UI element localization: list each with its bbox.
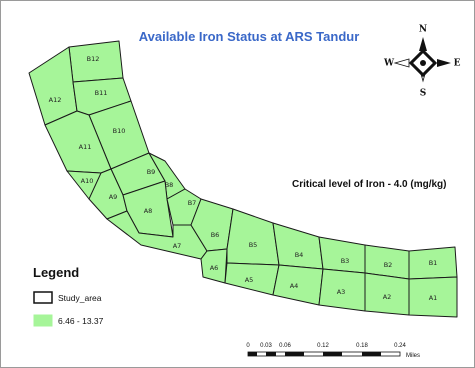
plot-label: A12	[49, 96, 62, 104]
plot-b3[interactable]	[318, 236, 366, 274]
plot-label: B12	[87, 55, 100, 63]
plot-label: A10	[81, 177, 94, 185]
compass-west-label: W	[383, 59, 395, 69]
plot-label: A8	[144, 207, 153, 215]
legend-swatch-study-area	[33, 291, 53, 304]
legend-label-study-area: Study_area	[58, 293, 102, 303]
plot-label: B3	[341, 257, 350, 265]
plot-label: A3	[337, 288, 346, 296]
plot-label: A4	[290, 282, 299, 290]
plot-label: B8	[165, 181, 174, 189]
scale-tick-label: 0	[246, 343, 250, 349]
study-area-plots	[28, 40, 458, 318]
plot-label: B1	[429, 259, 438, 267]
plot-label: B6	[211, 231, 220, 239]
plot-label: B4	[295, 251, 304, 259]
plot-a1[interactable]	[408, 276, 458, 318]
plot-a7[interactable]	[106, 210, 208, 260]
plot-label: A5	[245, 276, 254, 284]
plot-label: A2	[383, 293, 392, 301]
scale-tick-label: 0.03	[260, 343, 272, 349]
plot-label: A1	[429, 294, 438, 302]
plot-label: B5	[249, 241, 258, 249]
plot-label: B7	[188, 199, 197, 207]
plot-label: A9	[109, 193, 118, 201]
compass-east-label: E	[454, 59, 461, 69]
scale-tick-label: 0.18	[356, 343, 368, 349]
plot-b5[interactable]	[226, 208, 280, 266]
scale-tick-label: 0.12	[317, 343, 329, 349]
plot-b4[interactable]	[272, 222, 324, 270]
plot-label: B11	[95, 89, 108, 97]
plot-label: B10	[113, 127, 126, 135]
plot-a6[interactable]	[200, 248, 228, 284]
critical-level-note: Critical level of Iron - 4.0 (mg/kg)	[292, 179, 446, 190]
compass-north-label: N	[419, 25, 427, 35]
legend-swatch-iron-range	[33, 314, 53, 327]
legend: Legend Study_area 6.46 - 13.37	[33, 265, 104, 327]
plot-labels: B12 A12 B11 B10 A11 A10 B9 A9 B8 A8 B7 A…	[49, 55, 438, 302]
plot-label: B2	[384, 261, 393, 269]
plot-label: B9	[147, 168, 156, 176]
legend-label-iron-range: 6.46 - 13.37	[58, 316, 104, 326]
map-title: Available Iron Status at ARS Tandur	[139, 29, 360, 44]
scale-tick-label: 0.24	[394, 343, 406, 349]
scale-bar: 0 0.03 0.06 0.12 0.18 0.24 Miles	[246, 343, 420, 359]
scale-tick-label: 0.06	[279, 343, 291, 349]
north-arrow-icon: N S E W	[383, 25, 461, 99]
plot-a12[interactable]	[28, 46, 78, 126]
compass-south-label: S	[420, 89, 427, 99]
plot-label: A11	[79, 143, 92, 151]
scale-unit-label: Miles	[406, 353, 420, 359]
plot-label: A7	[173, 242, 182, 250]
plot-label: A6	[210, 264, 219, 272]
legend-title: Legend	[33, 265, 79, 280]
